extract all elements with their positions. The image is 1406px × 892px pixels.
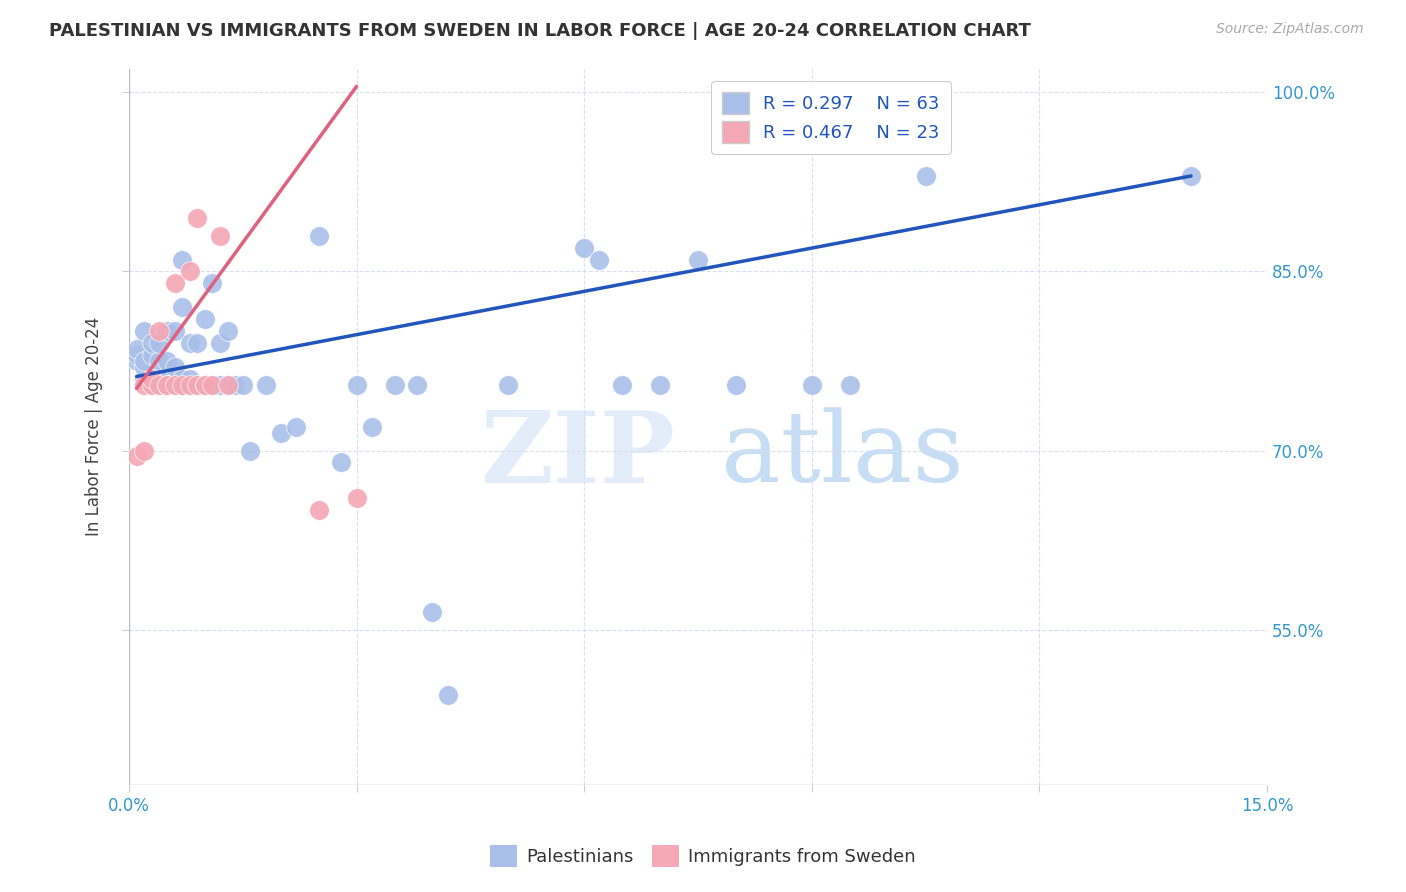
Point (201, 377, 224, 392)
Point (270, 425, 292, 440)
Point (163, 359, 186, 374)
Point (406, 377, 429, 392)
Point (308, 503, 330, 517)
Point (186, 377, 208, 392)
Point (194, 377, 217, 392)
Point (125, 450, 148, 464)
Point (498, 377, 520, 392)
Legend: Palestinians, Immigrants from Sweden: Palestinians, Immigrants from Sweden (484, 838, 922, 874)
Point (156, 377, 179, 392)
Point (125, 348, 148, 362)
Text: Source: ZipAtlas.com: Source: ZipAtlas.com (1216, 22, 1364, 37)
Point (186, 211, 208, 225)
Point (208, 377, 231, 392)
Point (179, 372, 201, 386)
Point (346, 377, 368, 392)
Point (172, 377, 194, 392)
Point (194, 312, 217, 326)
Point (148, 336, 170, 351)
Point (148, 377, 170, 392)
Legend: R = 0.297    N = 63, R = 0.467    N = 23: R = 0.297 N = 63, R = 0.467 N = 23 (711, 81, 950, 154)
Point (134, 359, 156, 374)
Point (232, 377, 254, 392)
Point (141, 377, 163, 392)
Point (172, 300, 194, 314)
Point (134, 354, 156, 368)
Point (360, 419, 382, 434)
Point (179, 336, 201, 351)
Point (588, 252, 610, 267)
Point (724, 377, 747, 392)
Point (572, 241, 595, 255)
Point (610, 377, 633, 392)
Point (163, 277, 186, 291)
Point (163, 324, 186, 338)
Point (156, 377, 179, 392)
Point (217, 377, 239, 392)
Point (201, 277, 224, 291)
Point (914, 169, 936, 183)
Point (384, 377, 406, 392)
Point (179, 264, 201, 278)
Point (186, 336, 208, 351)
Point (172, 372, 194, 386)
Point (308, 228, 330, 243)
Point (134, 324, 156, 338)
Point (141, 372, 163, 386)
Point (148, 324, 170, 338)
Point (163, 377, 186, 392)
Point (172, 252, 194, 267)
Point (208, 228, 231, 243)
Point (239, 443, 262, 458)
Point (141, 377, 163, 392)
Point (224, 377, 246, 392)
Point (330, 455, 353, 469)
Point (125, 342, 148, 356)
Point (201, 377, 224, 392)
Point (141, 348, 163, 362)
Point (156, 324, 179, 338)
Point (686, 252, 709, 267)
Point (194, 377, 217, 392)
Point (1180, 169, 1202, 183)
Point (134, 377, 156, 392)
Point (134, 443, 156, 458)
Point (186, 377, 208, 392)
Point (346, 491, 368, 506)
Point (800, 377, 823, 392)
Y-axis label: In Labor Force | Age 20-24: In Labor Force | Age 20-24 (86, 317, 103, 536)
Point (125, 354, 148, 368)
Point (156, 354, 179, 368)
Point (179, 377, 201, 392)
Point (194, 377, 217, 392)
Point (172, 377, 194, 392)
Point (179, 377, 201, 392)
Point (422, 605, 444, 619)
Point (148, 354, 170, 368)
Point (254, 377, 277, 392)
Point (141, 372, 163, 386)
Point (208, 336, 231, 351)
Point (436, 688, 458, 702)
Point (217, 324, 239, 338)
Text: atlas: atlas (721, 408, 963, 503)
Point (141, 336, 163, 351)
Point (217, 377, 239, 392)
Point (163, 377, 186, 392)
Point (838, 377, 860, 392)
Point (156, 372, 179, 386)
Point (648, 377, 671, 392)
Point (134, 372, 156, 386)
Point (148, 372, 170, 386)
Point (156, 377, 179, 392)
Text: PALESTINIAN VS IMMIGRANTS FROM SWEDEN IN LABOR FORCE | AGE 20-24 CORRELATION CHA: PALESTINIAN VS IMMIGRANTS FROM SWEDEN IN… (49, 22, 1031, 40)
Point (284, 419, 307, 434)
Text: ZIP: ZIP (481, 407, 675, 504)
